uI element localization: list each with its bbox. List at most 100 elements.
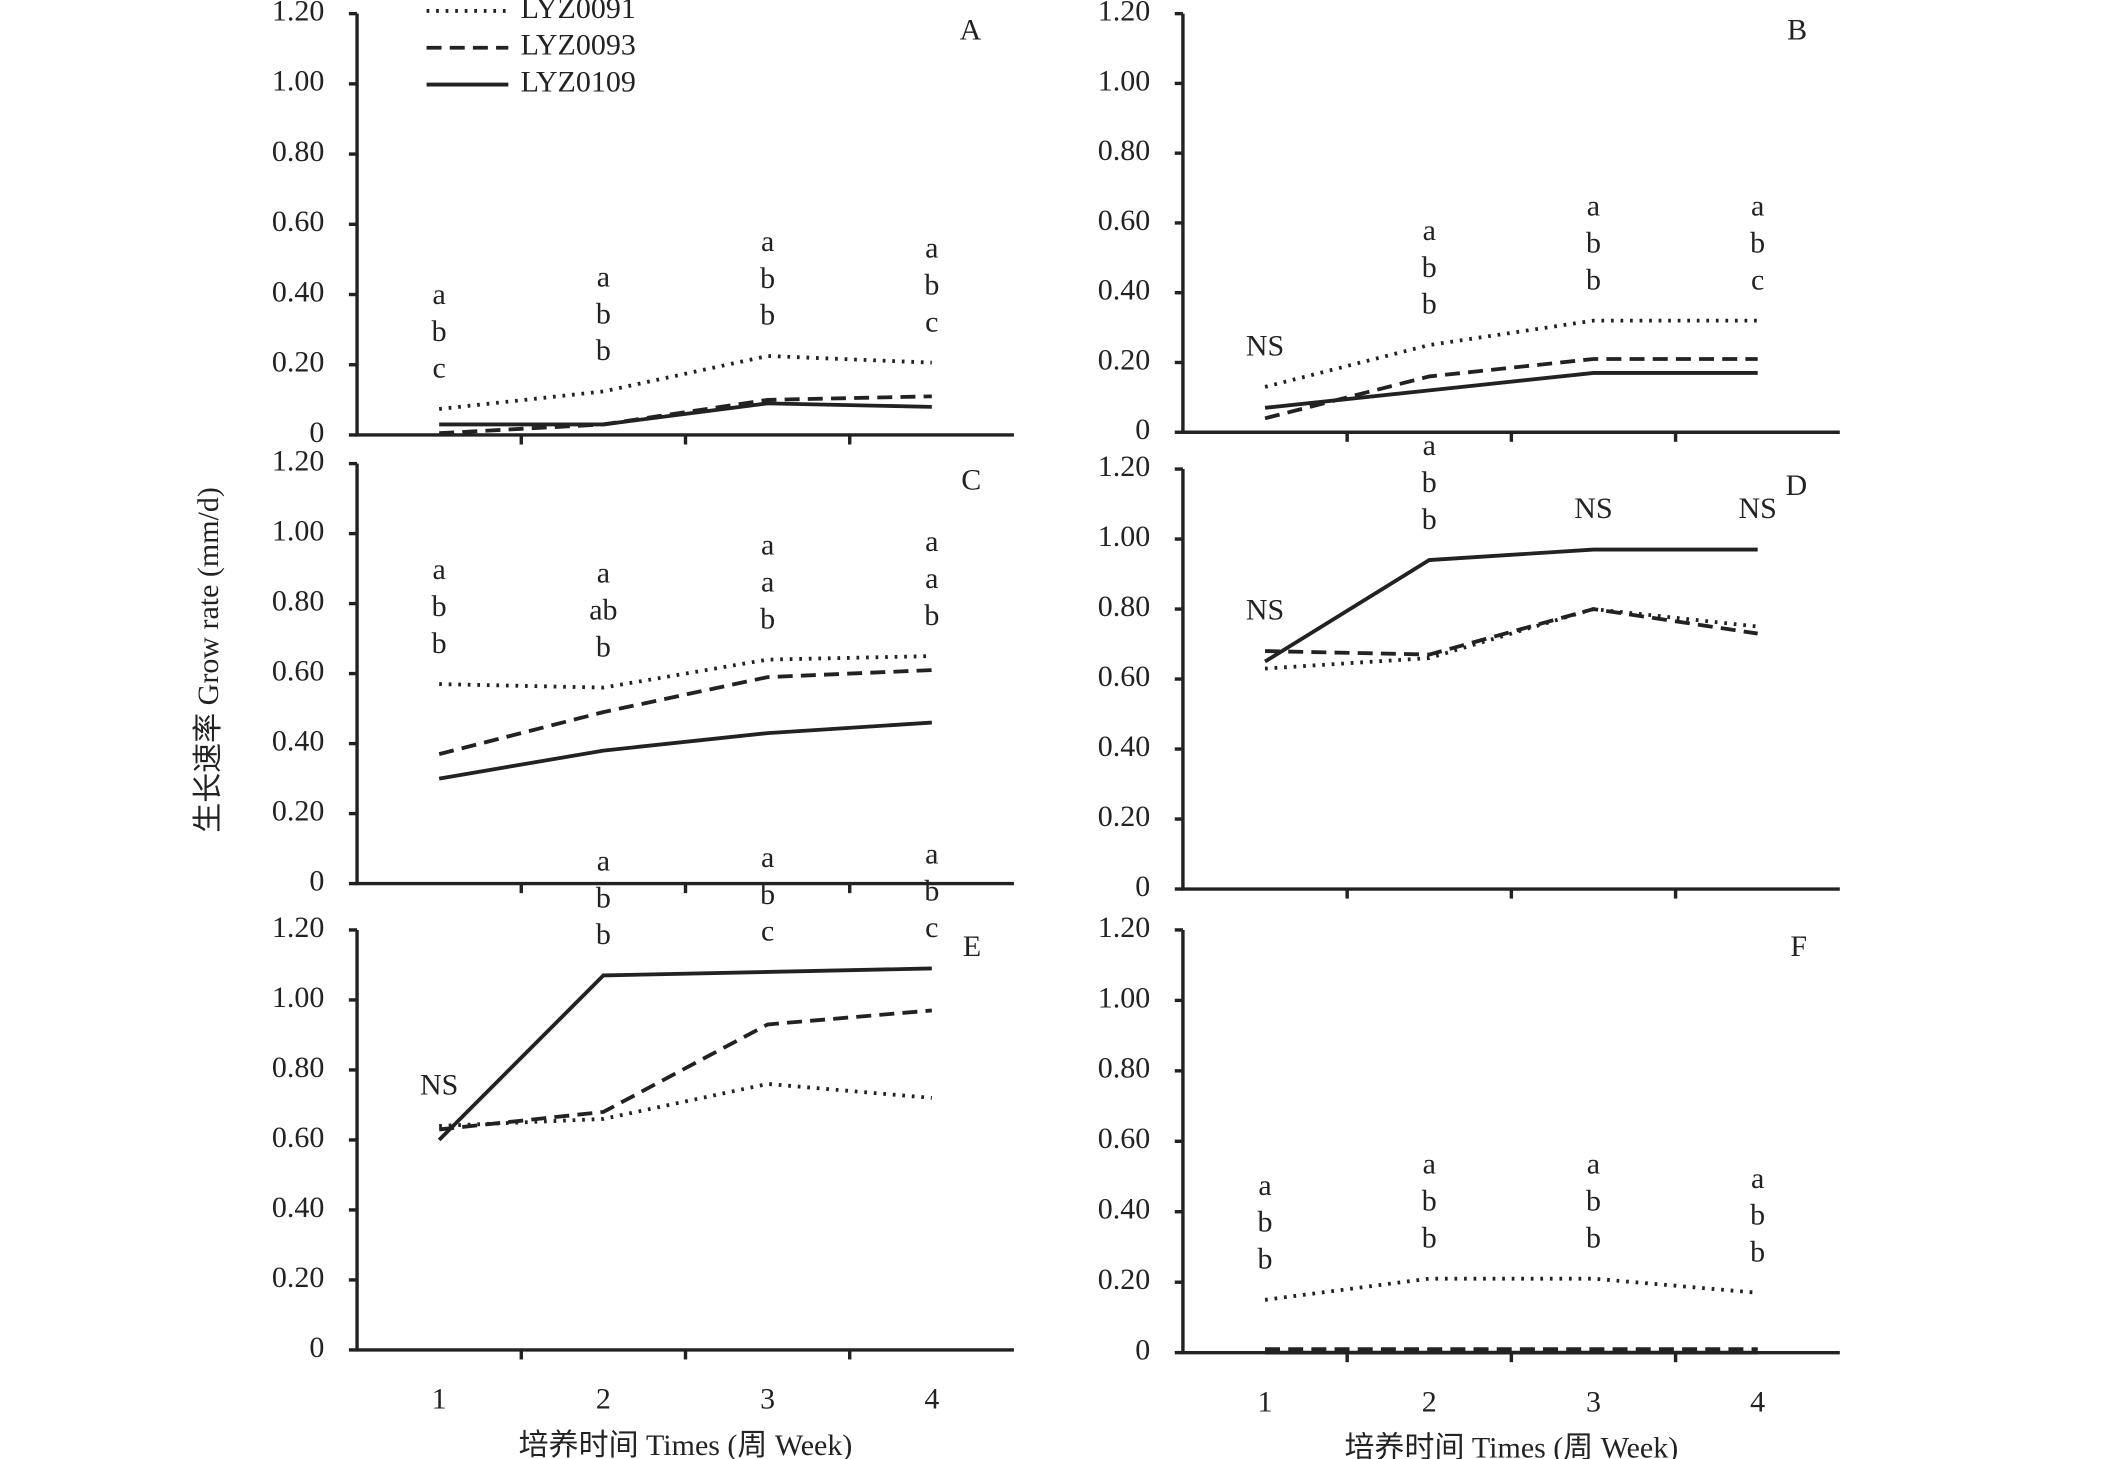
- significance-label: b: [596, 881, 611, 914]
- y-tick-label: 0.40: [272, 275, 324, 308]
- significance-label: b: [1750, 1235, 1765, 1268]
- x-axis-title: 培养时间 Times (周 Week): [1345, 1432, 1679, 1459]
- significance-label: a: [1423, 429, 1436, 462]
- y-tick-label: 1.00: [1098, 520, 1150, 553]
- significance-label: a: [1751, 190, 1764, 223]
- significance-label: b: [924, 599, 939, 632]
- x-tick-label: 3: [760, 1383, 775, 1416]
- significance-label: a: [597, 557, 610, 590]
- significance-label: b: [1586, 1185, 1601, 1218]
- significance-label: b: [1586, 226, 1601, 259]
- y-tick-label: 0: [309, 1331, 324, 1364]
- y-tick-label: 0.80: [272, 584, 324, 617]
- significance-label: a: [597, 844, 610, 877]
- significance-label: b: [760, 878, 775, 911]
- significance-label: a: [761, 225, 774, 258]
- significance-label: b: [760, 602, 775, 635]
- x-axis-title: 培养时间 Times (周 Week): [519, 1429, 853, 1459]
- series-line: [438, 720, 932, 781]
- significance-label: NS: [1246, 594, 1284, 627]
- y-tick-label: 1.20: [1098, 0, 1150, 28]
- y-tick-label: 0.40: [1098, 730, 1150, 763]
- series-line: [438, 1008, 932, 1132]
- significance-label: a: [433, 278, 446, 311]
- significance-label: b: [1258, 1242, 1273, 1275]
- significance-label: b: [1750, 226, 1765, 259]
- significance-label: a: [761, 841, 774, 874]
- y-tick-label: 1.20: [1098, 450, 1150, 483]
- series-line: [438, 354, 932, 411]
- y-tick-label: 0.40: [1098, 274, 1150, 307]
- panel-label: D: [1785, 469, 1807, 502]
- axes: [355, 463, 1014, 886]
- significance-label: b: [1422, 466, 1437, 499]
- axes: [1181, 469, 1840, 891]
- significance-label: b: [1422, 1221, 1437, 1254]
- significance-label: NS: [420, 1069, 458, 1102]
- series-line: [1264, 357, 1758, 421]
- y-tick-label: 0.80: [1098, 1052, 1150, 1085]
- significance-label: c: [925, 911, 938, 944]
- series-line: [439, 401, 932, 427]
- series-line: [1264, 1276, 1758, 1302]
- significance-label: a: [761, 529, 774, 562]
- y-tick-label: 1.20: [272, 0, 324, 28]
- series-line: [439, 1082, 932, 1128]
- series-line: [439, 394, 932, 436]
- significance-label: b: [596, 334, 611, 367]
- y-tick-label: 0: [1135, 413, 1150, 446]
- series-line: [1264, 607, 1758, 671]
- significance-label: a: [925, 525, 938, 558]
- y-tick-label: 1.00: [272, 65, 324, 98]
- y-tick-label: 0.20: [272, 346, 324, 379]
- panel-label: A: [960, 14, 982, 47]
- y-tick-label: 0.20: [272, 1261, 324, 1294]
- y-tick-label: 0.60: [1098, 1122, 1150, 1155]
- legend-label: LYZ0091: [521, 0, 636, 25]
- series-line: [1264, 547, 1758, 664]
- x-tick-label: 3: [1586, 1385, 1601, 1418]
- significance-label: b: [432, 627, 447, 660]
- significance-label: a: [1423, 1148, 1436, 1181]
- y-axis-title: 生长速率 Grow rate (mm/d): [192, 487, 225, 833]
- y-tick-label: 0.80: [272, 1051, 324, 1084]
- y-tick-label: 0.20: [1098, 800, 1150, 833]
- x-tick-label: 2: [1422, 1385, 1437, 1418]
- series-line: [437, 966, 932, 1142]
- y-tick-label: 0.60: [272, 1121, 324, 1154]
- y-tick-label: 1.00: [1098, 64, 1150, 97]
- significance-label: a: [925, 837, 938, 870]
- y-tick-label: 0.60: [1098, 204, 1150, 237]
- x-tick-label: 4: [924, 1383, 939, 1416]
- panel-label: C: [961, 464, 981, 497]
- legend-label: LYZ0109: [521, 65, 636, 98]
- panel-label: F: [1790, 930, 1807, 963]
- significance-label: c: [925, 305, 938, 338]
- series-line: [1264, 318, 1758, 389]
- y-tick-label: 0.20: [1098, 343, 1150, 376]
- significance-label: NS: [1574, 492, 1612, 525]
- significance-label: b: [1258, 1206, 1273, 1239]
- y-tick-label: 0.20: [1098, 1263, 1150, 1296]
- significance-label: a: [1751, 1162, 1764, 1195]
- y-tick-label: 1.00: [272, 514, 324, 547]
- significance-label: b: [432, 590, 447, 623]
- panel-label: E: [963, 930, 981, 963]
- significance-label: c: [433, 352, 446, 385]
- x-tick-label: 1: [432, 1383, 447, 1416]
- series-line: [1264, 607, 1758, 657]
- significance-label: a: [761, 565, 774, 598]
- significance-label: b: [1422, 1185, 1437, 1218]
- y-tick-label: 0.40: [1098, 1193, 1150, 1226]
- y-tick-label: 0.40: [272, 724, 324, 757]
- significance-label: a: [1258, 1169, 1271, 1202]
- y-tick-label: 0.80: [1098, 590, 1150, 623]
- y-tick-label: 0.40: [272, 1191, 324, 1224]
- significance-label: NS: [1246, 330, 1284, 363]
- significance-label: ab: [589, 593, 617, 626]
- significance-label: c: [1751, 263, 1764, 296]
- x-tick-label: 2: [596, 1383, 611, 1416]
- axes: [1181, 13, 1840, 434]
